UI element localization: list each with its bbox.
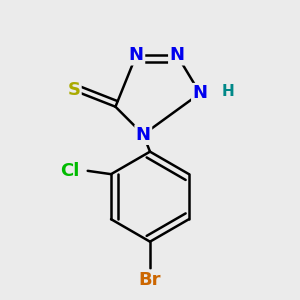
Text: Cl: Cl (60, 162, 79, 180)
Text: S: S (67, 81, 80, 99)
Text: N: N (193, 84, 208, 102)
Text: Br: Br (139, 271, 161, 289)
Text: H: H (222, 84, 235, 99)
Text: N: N (136, 125, 151, 143)
Text: N: N (169, 46, 184, 64)
Text: N: N (129, 46, 144, 64)
